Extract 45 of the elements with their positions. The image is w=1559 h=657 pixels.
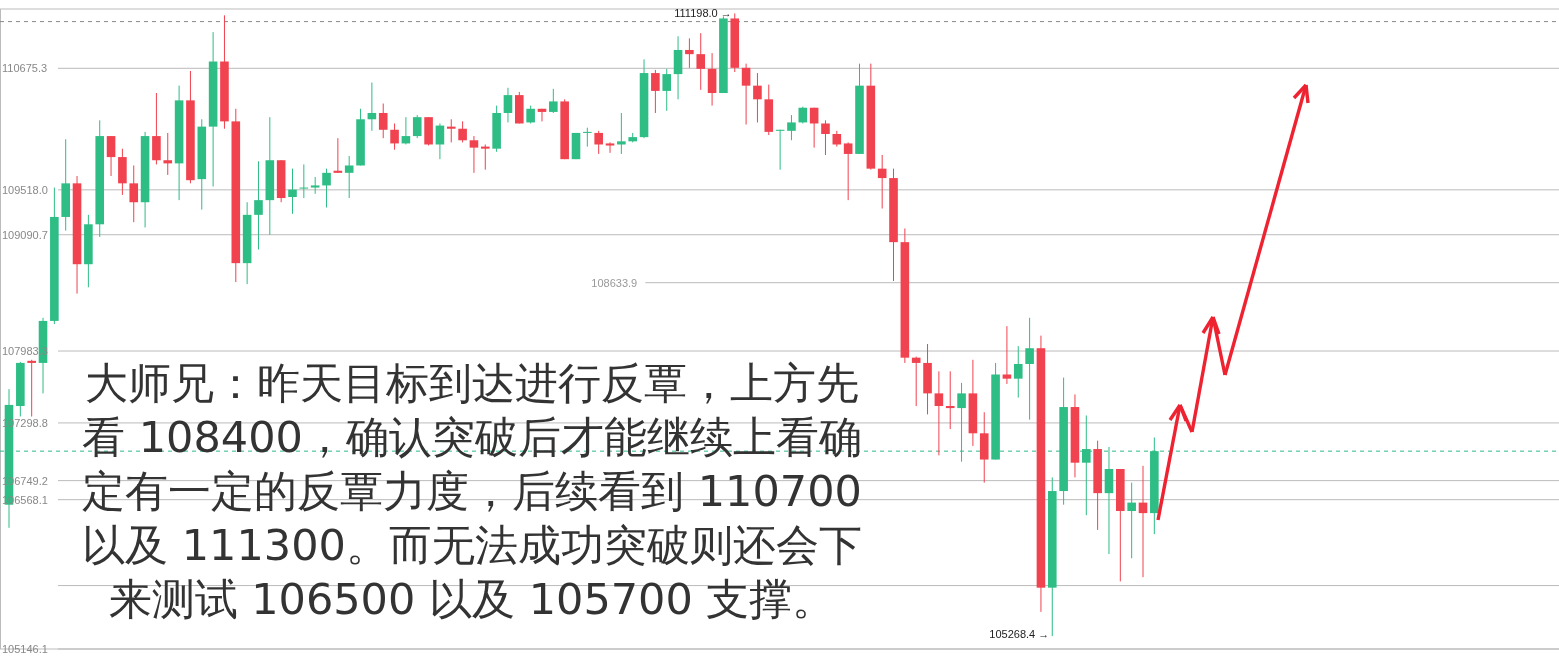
candlestick [911,356,921,407]
candlestick [469,135,479,174]
annotation: 105268.4 → [989,628,1050,641]
candlestick [787,114,796,141]
candlestick [254,160,263,250]
candlestick [594,130,603,155]
candlestick [934,370,944,456]
candlestick [129,164,139,223]
candlestick [1002,325,1012,385]
candlestick [583,127,592,148]
candlestick [1025,317,1034,421]
y-tick-label: 110675.3 [2,62,48,75]
candlestick [480,143,490,171]
annotation: 111198.0 → [674,7,732,20]
candlestick [821,119,830,156]
candlestick [843,141,853,201]
candlestick [696,32,706,91]
y-tick-label: 109090.7 [2,228,48,241]
candlestick [741,63,751,126]
ref-line-label: 108633.9 [591,276,638,289]
candlestick [651,69,660,114]
y-tick-label: 105146.1 [2,643,48,655]
candlestick [685,37,694,69]
candlestick [322,168,331,208]
candlestick [378,103,388,139]
candlestick [1013,345,1023,399]
candlestick [412,114,422,139]
candlestick [27,359,36,417]
candlestick [446,118,456,143]
candlestick [344,155,354,199]
candlestick [945,370,955,430]
annotation: 大师兄：昨天目标到达进行反覃，上方先看 108400，确认突破后才能继续上看确定有一定的反覃力度，后续看到 110700 以及 111300。而无法成功突破则还会下来测试 106500 以及 105700 支撑。 [81,357,863,626]
candlestick [163,132,173,176]
candlestick [1127,482,1136,559]
candlestick [390,122,399,151]
candlestick [605,141,615,154]
candlestick [503,87,513,123]
candlestick [549,88,558,114]
candlestick [458,120,467,143]
candlestick [753,72,762,123]
candlestick [662,68,672,112]
candlestick [617,112,626,155]
y-tick-label: 109518.0 [2,183,48,196]
candlestick [288,168,297,215]
candlestick [106,135,116,177]
